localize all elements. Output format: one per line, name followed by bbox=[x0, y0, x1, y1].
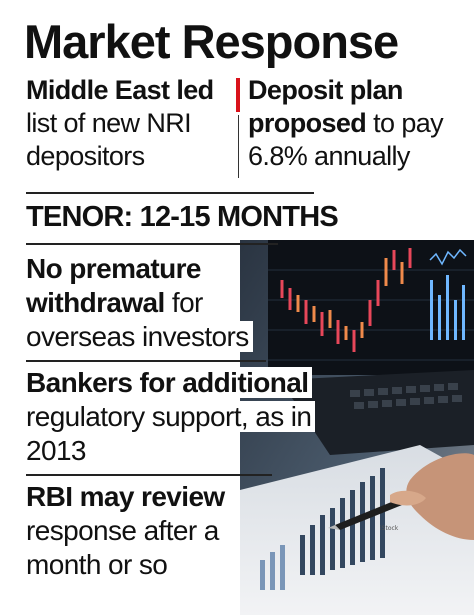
point-rest: for overseas investors bbox=[26, 287, 249, 352]
tenor-heading: TENOR: 12-15 MONTHS bbox=[26, 201, 339, 233]
divider-rule bbox=[26, 360, 266, 362]
point-bankers-support: Bankers for additional regulatory suppor… bbox=[26, 366, 326, 468]
point-bold: Bankers for additional bbox=[26, 367, 309, 398]
left-column-text: Middle East led list of new NRI deposito… bbox=[26, 74, 231, 173]
point-bold: RBI may review bbox=[26, 481, 225, 512]
divider-rule bbox=[26, 192, 314, 194]
right-column-rest: to pay 6.8% annually bbox=[248, 108, 444, 171]
red-accent-bar bbox=[236, 78, 240, 112]
point-no-premature-withdrawal: No premature withdrawal for overseas inv… bbox=[26, 252, 286, 354]
point-rest: response after a month or so bbox=[26, 515, 219, 580]
right-column-text: Deposit plan proposed to pay 6.8% annual… bbox=[248, 74, 468, 173]
point-rest: regulatory support, as in 2013 bbox=[26, 401, 312, 466]
stock-chart-photo: iStock bbox=[240, 240, 474, 615]
point-rbi-review: RBI may review response after a month or… bbox=[26, 480, 266, 582]
photo-credit: iStock bbox=[380, 525, 399, 532]
left-column-rest: list of new NRI depositors bbox=[26, 108, 192, 171]
left-column-bold: Middle East led bbox=[26, 75, 214, 105]
divider-rule bbox=[26, 474, 272, 476]
page-title: Market Response bbox=[24, 15, 399, 68]
right-column-bold: Deposit plan proposed bbox=[248, 75, 403, 138]
vertical-divider bbox=[238, 115, 239, 178]
point-bold: No premature withdrawal bbox=[26, 253, 201, 318]
divider-rule bbox=[26, 243, 278, 245]
